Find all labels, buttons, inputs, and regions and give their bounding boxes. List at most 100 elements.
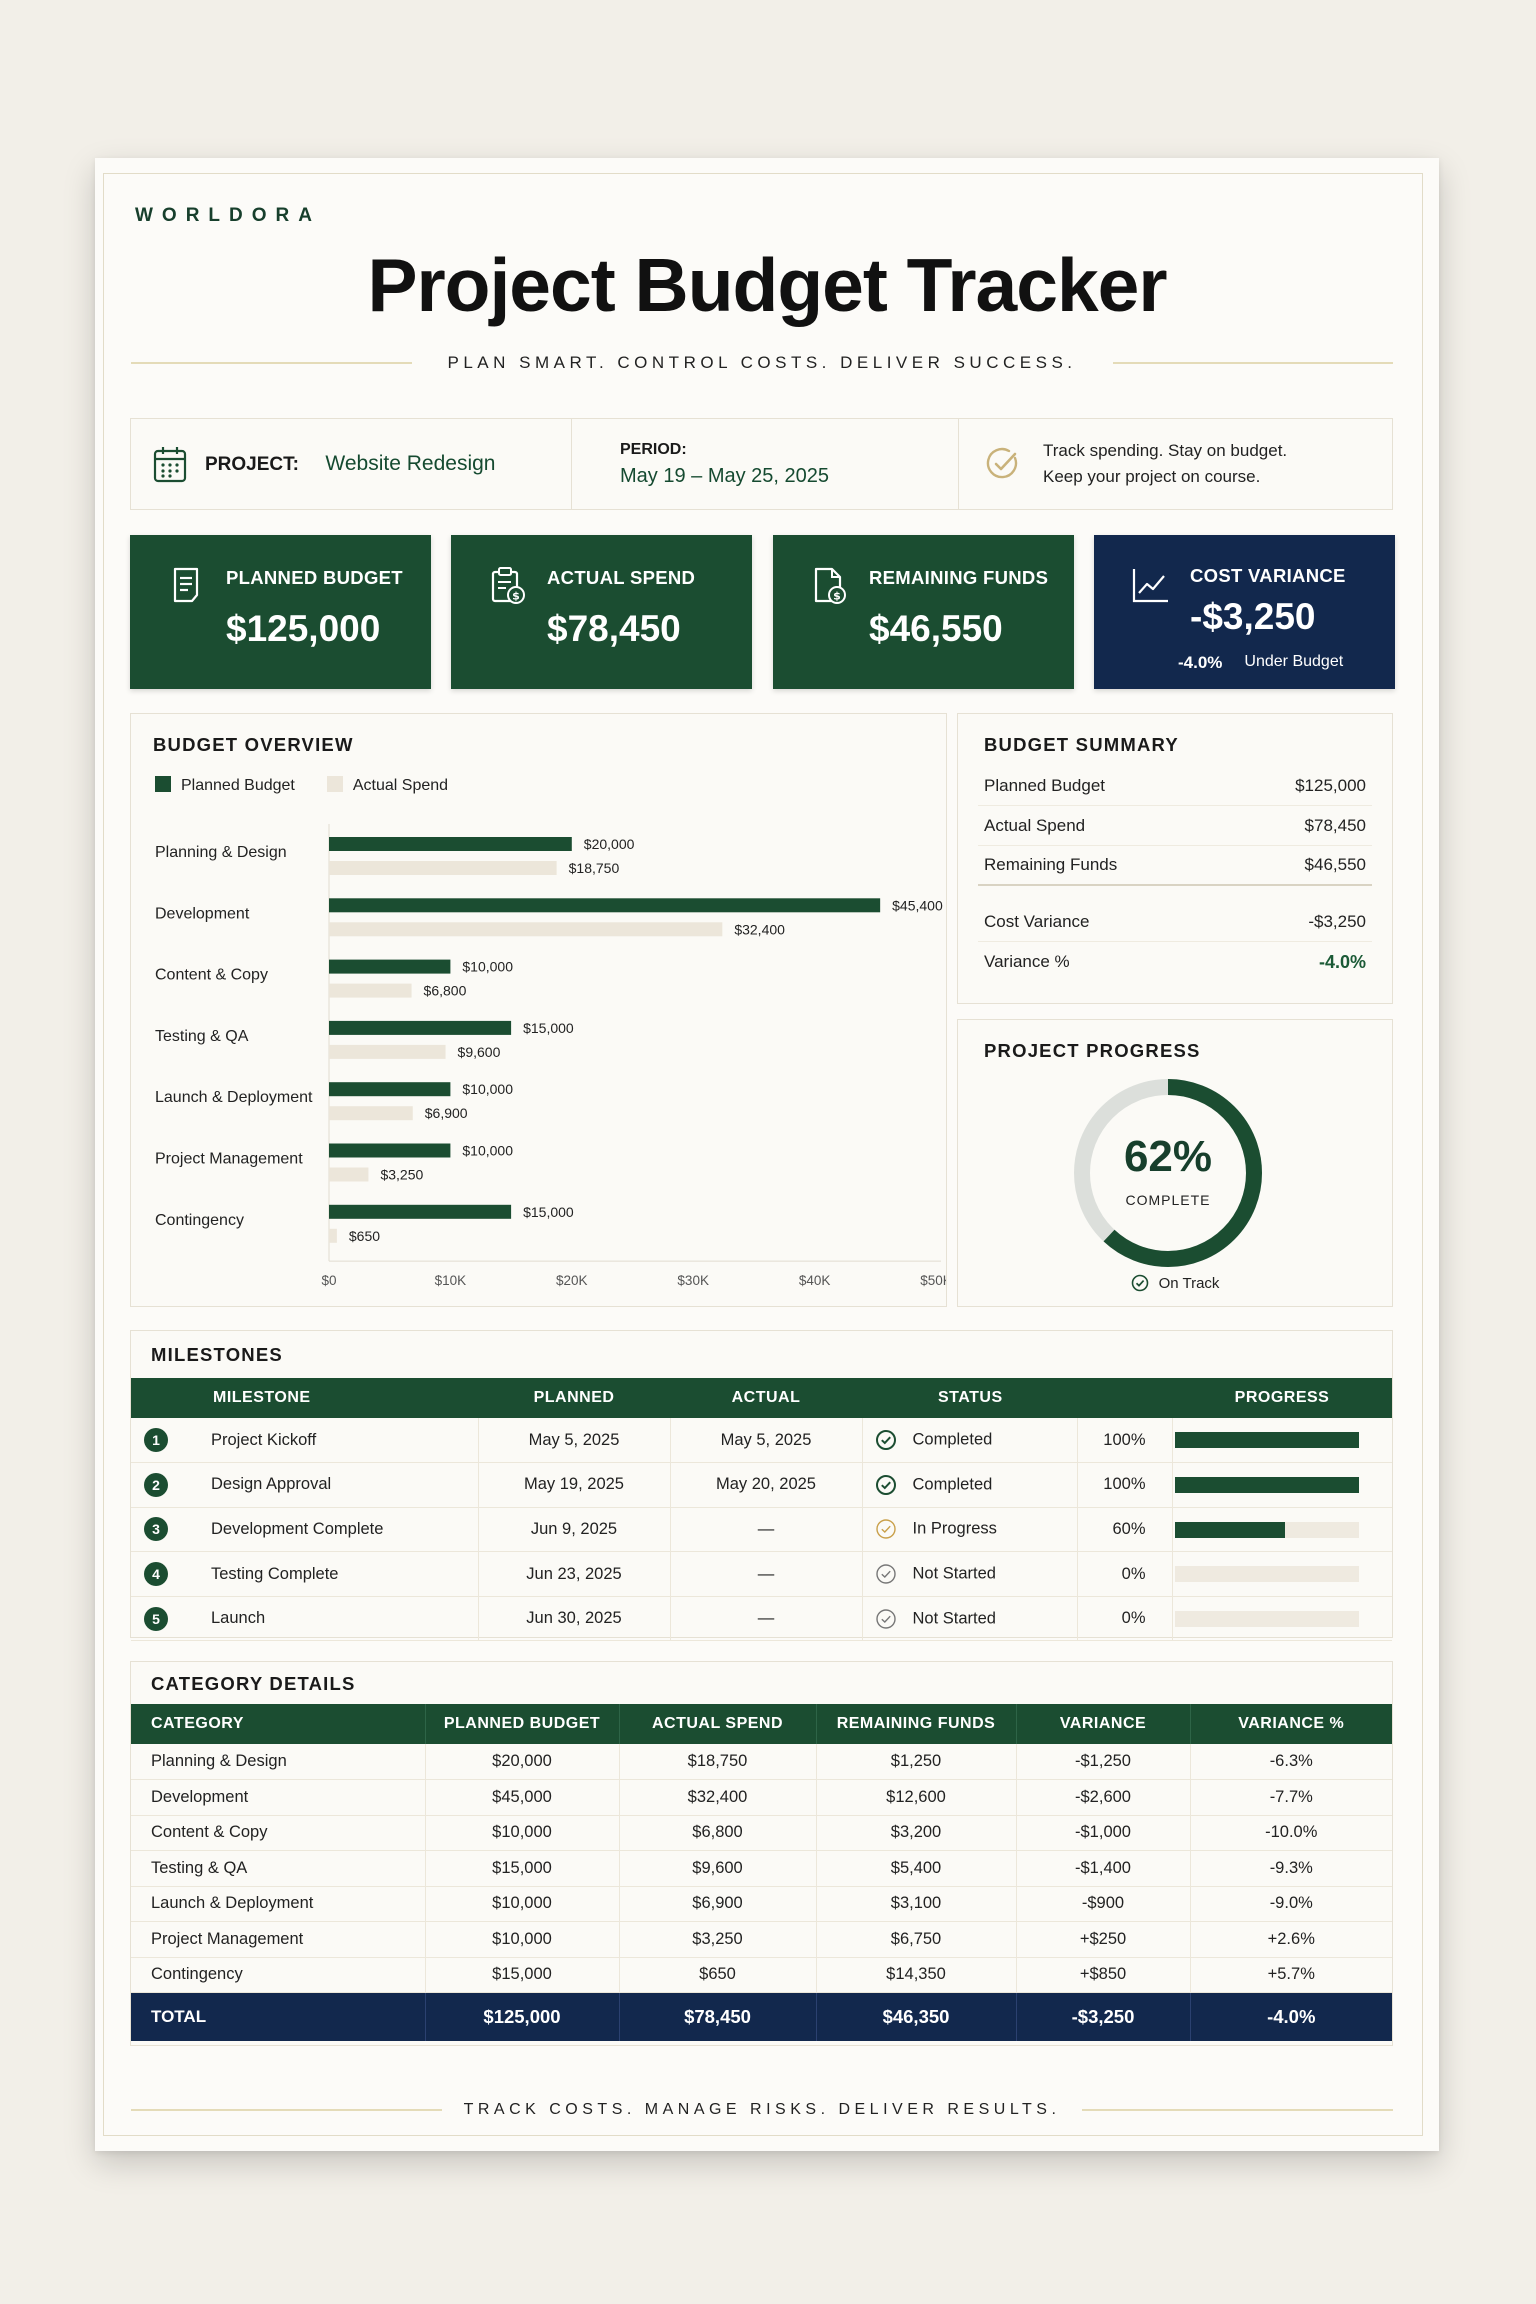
calendar-icon (153, 447, 187, 483)
category-row: Development $45,000 $32,400 $12,600 -$2,600-… (131, 1779, 1392, 1816)
category-variance: -$900 (1016, 1886, 1191, 1922)
tagline-rule-right (1112, 362, 1394, 364)
x-tick-label: $30K (677, 1273, 709, 1288)
kpi-label: ACTUAL SPEND (547, 567, 696, 588)
milestone-progress-cell (1172, 1462, 1392, 1508)
summary-value: $125,000 (1295, 775, 1366, 795)
category-planned: $10,000 (425, 1921, 620, 1958)
bar-actual (329, 861, 557, 875)
category-name: Contingency (131, 1957, 426, 1993)
budget-bar-chart: Planning & Design $20,000 $18,750 Developme… (155, 824, 946, 1288)
milestones-section: MILESTONES MILESTONE PLANNED ACTUAL STAT… (130, 1330, 1393, 1642)
milestone-row: 5 Launch Jun 30, 2025— Not Started 0% (131, 1596, 1392, 1642)
milestones-header-row: MILESTONE PLANNED ACTUAL STATUS PROGRESS (131, 1378, 1392, 1418)
milestone-status: Completed (912, 1430, 993, 1449)
category-actual: $9,600 (619, 1850, 817, 1887)
budget-summary-panel: BUDGET SUMMARY Planned Budget $125,000 Ac… (957, 713, 1393, 1004)
category-remaining: $6,750 (816, 1921, 1017, 1958)
category-body: Planning & Design $20,000 $18,750 $1,250 -$1… (131, 1744, 1392, 2041)
col-variance: VARIANCE (1016, 1704, 1191, 1744)
milestone-name: Design Approval (181, 1462, 479, 1508)
milestone-number-cell: 3 (131, 1507, 181, 1553)
col-num (131, 1378, 181, 1418)
project-cell: PROJECT: Website Redesign (131, 419, 572, 509)
kpi-label: COST VARIANCE (1190, 565, 1346, 586)
col-planned-budget: PLANNED BUDGET (425, 1704, 620, 1744)
check-circle-icon (875, 1474, 896, 1495)
bar-value-label: $6,800 (424, 983, 467, 999)
category-details-title: CATEGORY DETAILS (151, 1673, 356, 1694)
category-table: CATEGORY PLANNED BUDGET ACTUAL SPEND REM… (131, 1704, 1392, 2041)
summary-value: -$3,250 (1308, 911, 1366, 931)
summary-label: Planned Budget (984, 775, 1105, 795)
progress-donut (1074, 1079, 1262, 1267)
summary-value: $46,550 (1304, 855, 1366, 874)
category-total-row: TOTAL $125,000 $78,450 $46,350 -$3,250 -4.0% (131, 1992, 1392, 2041)
milestone-row: 2 Design Approval May 19, 2025 May 20, 2025… (131, 1462, 1392, 1508)
kpi-value: $46,550 (869, 608, 1003, 649)
bar-planned (329, 1020, 512, 1035)
footer-rule-left (131, 2109, 442, 2111)
budget-overview-panel: BUDGET OVERVIEW Planned Budget Actual Sp… (130, 713, 947, 1307)
kpi-sub: -4.0% Under Budget (1178, 653, 1343, 673)
milestone-name: Testing Complete (181, 1551, 479, 1597)
milestone-actual: May 5, 2025 (670, 1418, 863, 1464)
milestone-status: Not Started (912, 1609, 996, 1628)
bar-value-label: $10,000 (462, 959, 513, 975)
category-variance: -$2,600 (1016, 1779, 1191, 1816)
total-value: -$3,250 (1016, 1992, 1191, 2041)
check-circle-icon (1131, 1274, 1148, 1292)
legend-swatch-actual (326, 776, 343, 792)
summary-label: Remaining Funds (984, 855, 1118, 874)
svg-text:$: $ (833, 590, 841, 603)
category-variance: -$1,000 (1016, 1815, 1191, 1851)
note-line-2: Keep your project on course. (1043, 467, 1261, 486)
bar-planned (329, 1143, 451, 1158)
category-planned: $10,000 (425, 1815, 620, 1851)
variance-percent: -4.0% (1178, 653, 1223, 672)
category-name: Content & Copy (131, 1815, 426, 1851)
kpi-label: PLANNED BUDGET (226, 567, 403, 588)
bar-actual (329, 1167, 369, 1182)
legend-actual-label: Actual Spend (352, 777, 449, 794)
footer-rule-right (1082, 2109, 1393, 2111)
x-tick-label: $20K (556, 1273, 588, 1288)
milestone-progress-bar (1174, 1477, 1359, 1494)
milestone-name: Project Kickoff (181, 1418, 479, 1464)
chart-legend: Planned Budget Actual Spend (155, 776, 448, 795)
project-progress-title: PROJECT PROGRESS (984, 1040, 1201, 1061)
tagline-rule-left (131, 362, 412, 364)
category-planned: $10,000 (425, 1886, 620, 1922)
bar-value-label: $6,900 (425, 1105, 468, 1121)
milestone-percent: 100% (1077, 1418, 1173, 1464)
category-actual: $6,900 (619, 1886, 817, 1922)
period-label: PERIOD: (620, 440, 687, 458)
milestone-percent: 60% (1077, 1507, 1173, 1553)
milestone-planned: Jun 9, 2025 (478, 1507, 671, 1553)
milestone-status-cell: Not Started (862, 1596, 1078, 1642)
category-header-row: CATEGORY PLANNED BUDGET ACTUAL SPEND REM… (131, 1704, 1392, 1744)
total-label: TOTAL (131, 1992, 426, 2041)
milestone-planned: May 5, 2025 (478, 1418, 671, 1464)
bar-value-label: $18,750 (569, 860, 620, 876)
milestone-progress-bar (1174, 1566, 1359, 1583)
kpi-label: REMAINING FUNDS (869, 567, 1049, 588)
kpi-actual-spend: $ ACTUAL SPEND $78,450 (451, 535, 752, 689)
col-progress: PROGRESS (1172, 1378, 1392, 1418)
col-variance-pct: VARIANCE % (1190, 1704, 1392, 1744)
category-variance-pct: -7.7% (1190, 1779, 1392, 1816)
category-actual: $6,800 (619, 1815, 817, 1851)
bar-actual (329, 983, 412, 998)
milestone-progress-fill (1174, 1521, 1285, 1538)
col-milestone: MILESTONE (181, 1378, 478, 1418)
bar-value-label: $3,250 (380, 1167, 423, 1183)
kpi-remaining-funds: $ REMAINING FUNDS $46,550 (773, 535, 1074, 689)
note-line-1: Track spending. Stay on budget. (1043, 441, 1288, 460)
x-tick-label: $50K (920, 1273, 946, 1288)
x-tick-label: $40K (799, 1273, 831, 1288)
chart-category-label: Development (155, 905, 250, 922)
milestone-number: 3 (144, 1517, 168, 1542)
milestone-percent: 0% (1077, 1551, 1173, 1597)
milestone-actual: May 20, 2025 (670, 1462, 863, 1508)
milestone-actual: — (670, 1596, 863, 1642)
